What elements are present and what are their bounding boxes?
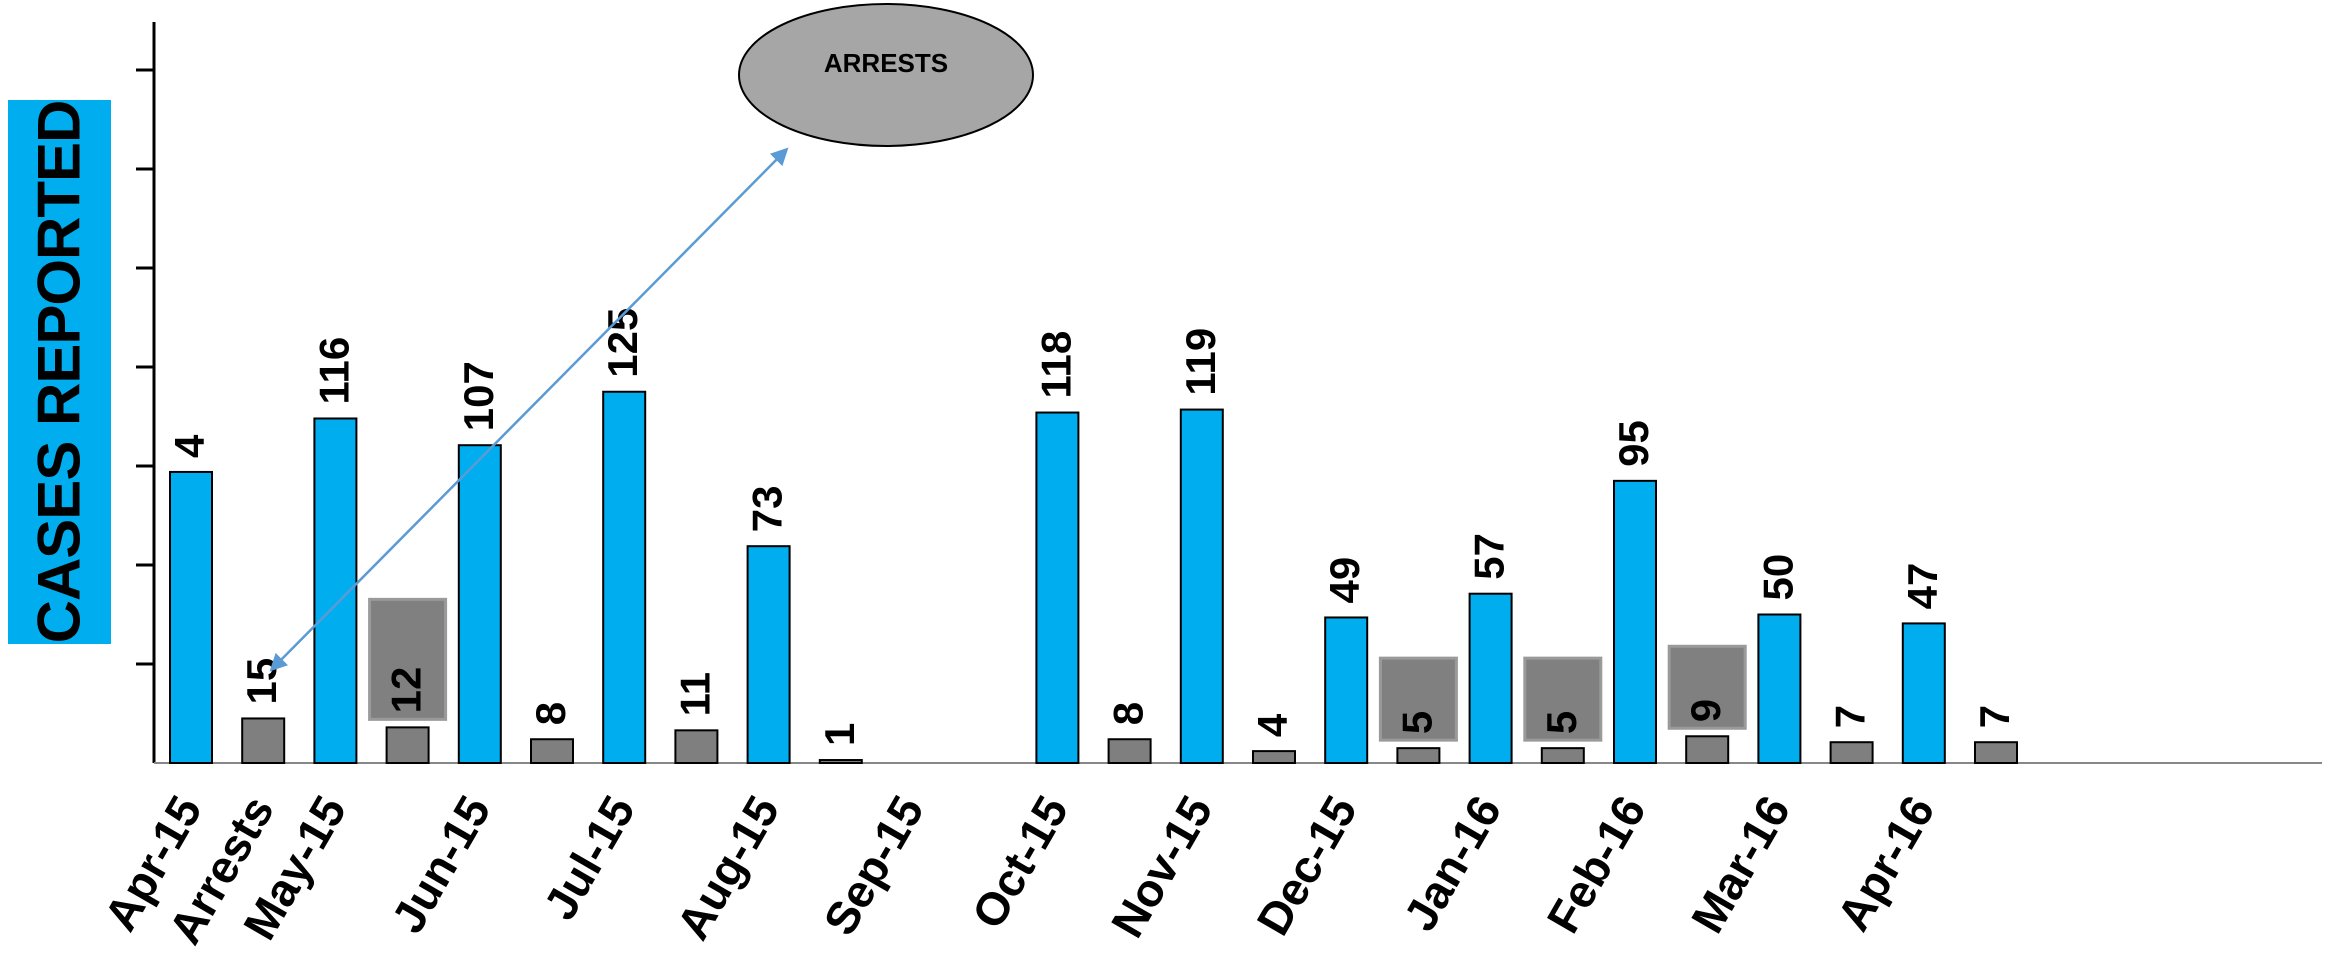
arrests-bar: [385, 726, 430, 764]
arrests-bar: [818, 759, 863, 765]
data-label: 8: [527, 702, 574, 725]
data-label: 50: [1754, 554, 1801, 601]
y-axis-label-box: [8, 100, 111, 644]
data-label-box: [1667, 644, 1747, 730]
cases-bar: [1179, 408, 1224, 764]
cases-bar: [1757, 613, 1802, 764]
x-tick-label: Jan-16: [1393, 787, 1511, 939]
data-label: 5: [1538, 711, 1585, 734]
callout-ellipse: [738, 3, 1034, 147]
x-tick-label: Mar-16: [1681, 787, 1800, 941]
x-tick-label: Apr-16: [1827, 787, 1945, 939]
data-label: 73: [744, 485, 791, 532]
data-label-box: [1523, 656, 1603, 742]
callout-label: ARRESTS: [824, 48, 948, 78]
data-label: 49: [1321, 557, 1368, 604]
data-label: 47: [1899, 563, 1946, 610]
data-label: 4: [166, 434, 213, 458]
data-label: 4: [1249, 713, 1296, 737]
data-label: 5: [1393, 711, 1440, 734]
x-tick-label: Aug-15: [666, 787, 789, 948]
cases-bar: [602, 390, 647, 764]
x-tick-label: Oct-15: [961, 787, 1078, 937]
arrests-bar: [1685, 735, 1730, 765]
data-label: 12: [383, 667, 430, 714]
cases-bar: [1468, 592, 1513, 765]
cases-bar: [746, 545, 791, 764]
x-tick-label: Dec-15: [1246, 787, 1366, 944]
data-label: 119: [1177, 328, 1224, 396]
arrests-bar: [674, 729, 719, 765]
data-label: 1: [816, 723, 863, 746]
cases-bar: [1901, 622, 1946, 764]
cases-bar: [1035, 411, 1080, 764]
data-label: 116: [310, 337, 357, 405]
data-label: 95: [1610, 420, 1657, 467]
data-label-box: [1378, 656, 1458, 742]
data-label: 118: [1032, 331, 1079, 399]
data-label: 125: [599, 308, 646, 378]
arrests-bar: [1107, 738, 1152, 764]
arrests-bar: [530, 738, 574, 764]
x-tick-label: Sep-15: [813, 787, 933, 944]
x-tick-label: Jun-15: [381, 787, 500, 941]
data-label: 7: [1971, 705, 2018, 728]
x-tick-label: Feb-16: [1536, 787, 1655, 941]
x-tick-label: Nov-15: [1101, 787, 1223, 946]
callout-arrow: [269, 147, 789, 672]
data-label: 8: [1105, 702, 1152, 725]
data-label: 57: [1466, 533, 1513, 580]
cases-bar: [457, 444, 502, 764]
arrests-bar: [1540, 747, 1585, 765]
data-label: 11: [671, 672, 718, 716]
data-label: 15: [238, 658, 285, 705]
data-label: 107: [455, 361, 502, 431]
x-tick-label: Jul-15: [533, 787, 645, 928]
data-label: 7: [1827, 705, 1874, 728]
arrests-bar: [1829, 741, 1874, 765]
arrests-bar: [1396, 747, 1441, 765]
arrests-bar: [1252, 750, 1296, 764]
arrests-bar: [1974, 741, 2018, 765]
arrests-bar: [241, 717, 286, 765]
cases-bar: [169, 470, 213, 764]
cases-bar: [1324, 616, 1369, 764]
data-label: 9: [1682, 699, 1729, 722]
cases-bar: [1613, 479, 1657, 764]
